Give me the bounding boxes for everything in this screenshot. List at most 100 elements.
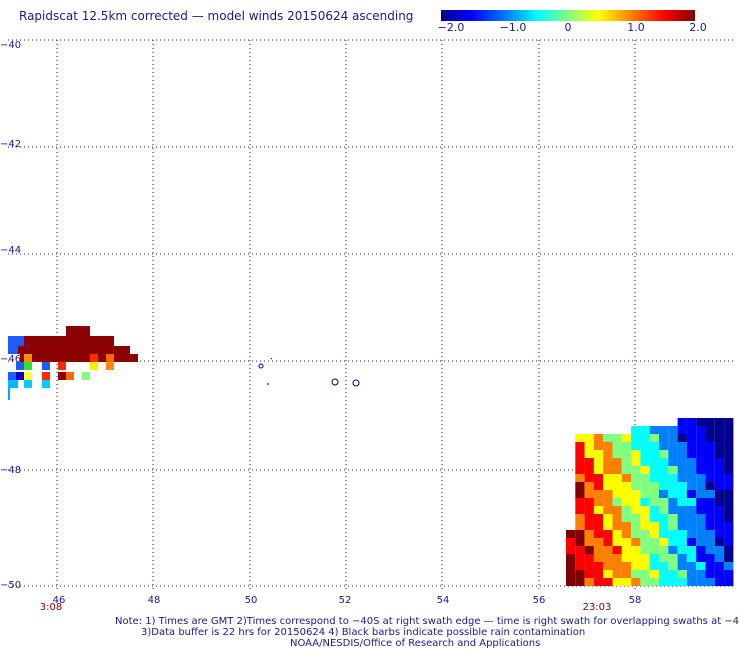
- swath-cell: [566, 530, 576, 538]
- lon-label: 46: [52, 595, 66, 606]
- swath-cell: [82, 372, 90, 380]
- swath-cell: [631, 482, 641, 490]
- swath-cell: [621, 522, 632, 530]
- swath-cell: [696, 570, 706, 578]
- swath-cell: [686, 458, 697, 466]
- swath-cell: [649, 554, 659, 562]
- swath-cell: [640, 434, 650, 442]
- swath-cell: [575, 482, 585, 490]
- footnote-line-3: NOAA/NESDIS/Office of Research and Appli…: [290, 638, 541, 649]
- swath-cell: [612, 490, 622, 498]
- swath-cell: [686, 578, 697, 586]
- swath-cell: [724, 434, 734, 442]
- swath-cell: [677, 506, 687, 514]
- swath-cell: [24, 380, 32, 388]
- swath-cell: [575, 570, 585, 578]
- swath-cell: [8, 336, 24, 346]
- swath-cell: [603, 434, 613, 442]
- swath-cell: [575, 458, 585, 466]
- swath-cell: [90, 362, 98, 370]
- swath-cell: [621, 458, 632, 466]
- swath-cell: [686, 506, 697, 514]
- swath-cell: [686, 490, 697, 498]
- swath-cell: [8, 372, 16, 380]
- swath-cell: [603, 498, 613, 506]
- swath-cell: [668, 442, 678, 450]
- lon-label: 58: [628, 595, 642, 606]
- swath-cell: [575, 450, 585, 458]
- swath-cell: [584, 442, 594, 450]
- swath-cell: [584, 450, 594, 458]
- swath-cell: [677, 514, 687, 522]
- swath-cell: [668, 434, 678, 442]
- swath-cell: [714, 434, 725, 442]
- swath-cell: [603, 570, 613, 578]
- swath-cell: [677, 490, 687, 498]
- swath-cell: [640, 426, 650, 434]
- swath-cell: [668, 546, 678, 554]
- swath-cell: [584, 554, 594, 562]
- swath-cell: [612, 450, 622, 458]
- swath-cell: [584, 498, 594, 506]
- swath-cell: [106, 362, 114, 370]
- swath-cell: [612, 458, 622, 466]
- swath-cell: [575, 442, 585, 450]
- swath-cell: [714, 522, 725, 530]
- swath-cell: [659, 474, 669, 482]
- swath-cell: [631, 466, 641, 474]
- swath-cell: [686, 514, 697, 522]
- swath-cell: [631, 514, 641, 522]
- swath-cell: [612, 514, 622, 522]
- swath-cell: [705, 450, 715, 458]
- swath-cell: [603, 554, 613, 562]
- swath-cell: [714, 466, 725, 474]
- swath-cell: [566, 538, 576, 546]
- colorbar-label: −1.0: [499, 21, 527, 34]
- swath-cell: [640, 538, 650, 546]
- swath-cell: [566, 546, 576, 554]
- swath-cell: [705, 482, 715, 490]
- swath-cell: [724, 538, 734, 546]
- swath-cell: [603, 442, 613, 450]
- swath-cell: [58, 362, 66, 370]
- swath-cell: [584, 578, 594, 586]
- swath-cell: [705, 554, 715, 562]
- swath-cell: [631, 562, 641, 570]
- swath-cell: [42, 380, 50, 388]
- swath-cell: [640, 490, 650, 498]
- swath-cell: [603, 474, 613, 482]
- swath-cell: [714, 498, 725, 506]
- swath-cell: [640, 562, 650, 570]
- swath-cell: [612, 522, 622, 530]
- swath-cell: [696, 562, 706, 570]
- swath-cell: [668, 522, 678, 530]
- swath-cell: [649, 578, 659, 586]
- swath-time-label: 3:08: [39, 602, 63, 613]
- swath-time-label: 23:03: [582, 602, 612, 613]
- swath-cell: [575, 490, 585, 498]
- swath-cell: [575, 546, 585, 554]
- swath-cell: [668, 498, 678, 506]
- swath-cell: [640, 474, 650, 482]
- lat-label: −42: [0, 139, 22, 150]
- swath-cell: [696, 530, 706, 538]
- swath-cell: [686, 498, 697, 506]
- swath-cell: [640, 498, 650, 506]
- swath-cell: [584, 530, 594, 538]
- swath-cell: [621, 546, 632, 554]
- swath-cell: [724, 442, 734, 450]
- swath-cell: [621, 538, 632, 546]
- swath-cell: [724, 546, 734, 554]
- lat-label: −44: [0, 245, 22, 256]
- swath-cell: [631, 506, 641, 514]
- swath-cell: [686, 538, 697, 546]
- swath-cell: [20, 354, 138, 362]
- swath-cell: [668, 538, 678, 546]
- swath-cell: [686, 530, 697, 538]
- swath-cell: [612, 442, 622, 450]
- island: [352, 379, 360, 387]
- swath-cell: [668, 514, 678, 522]
- swath-cell: [714, 490, 725, 498]
- swath-cell: [631, 578, 641, 586]
- swath-cell: [705, 530, 715, 538]
